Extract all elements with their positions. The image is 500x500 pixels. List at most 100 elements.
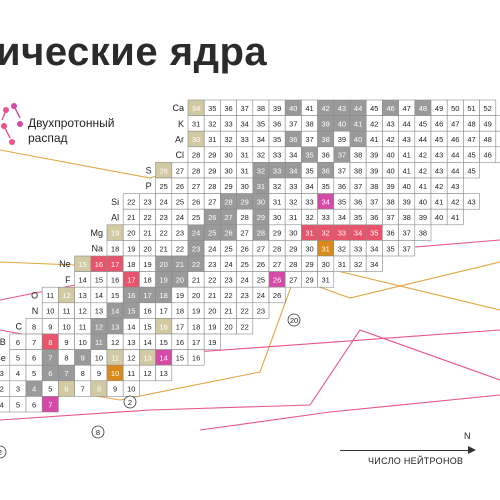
- nuclide-mass: 31: [241, 151, 249, 160]
- nuclide-mass: 15: [79, 260, 87, 269]
- nuclide-mass: 14: [79, 276, 87, 285]
- nuclide-mass: 25: [241, 260, 249, 269]
- nuclide-mass: 25: [208, 229, 216, 238]
- nuclide-mass: 24: [208, 244, 216, 253]
- element-symbol: Ar: [175, 134, 184, 144]
- nuclide-mass: 36: [289, 135, 297, 144]
- nuclide-mass: 15: [127, 307, 135, 316]
- nuclide-mass: 37: [403, 229, 411, 238]
- nuclide-mass: 11: [63, 307, 71, 316]
- decay-line: [199, 394, 500, 431]
- nuclide-cell: [495, 115, 500, 132]
- nuclide-mass: 35: [354, 213, 362, 222]
- nuclide-mass: 33: [224, 120, 232, 129]
- nuclide-mass: 29: [257, 213, 265, 222]
- nuclide-mass: 40: [435, 213, 443, 222]
- nuclide-mass: 25: [176, 198, 184, 207]
- nuclide-mass: 32: [322, 229, 330, 238]
- nuclide-mass: 22: [192, 260, 200, 269]
- nuclide-mass: 12: [111, 338, 119, 347]
- nuclide-mass: 29: [273, 229, 281, 238]
- nuclide-cell: [398, 240, 416, 257]
- nuclide-mass: 48: [419, 104, 427, 113]
- nuclide-mass: 19: [111, 229, 119, 238]
- nuclide-mass: 46: [484, 151, 492, 160]
- nuclide-mass: 26: [273, 291, 281, 300]
- nuclide-mass: 35: [338, 198, 346, 207]
- nuclide-mass: 23: [224, 276, 232, 285]
- element-symbol: Si: [111, 197, 119, 207]
- nuclide-mass: 47: [467, 135, 475, 144]
- nuclide-mass: 31: [192, 120, 200, 129]
- nuclide-mass: 17: [176, 322, 184, 331]
- nuclide-mass: 24: [241, 276, 249, 285]
- nuclide-mass: 41: [403, 151, 411, 160]
- nuclide-mass: 24: [160, 198, 168, 207]
- magic-number-label: 2: [128, 398, 132, 407]
- element-symbol: O: [31, 290, 38, 300]
- nuclide-mass: 42: [370, 120, 378, 129]
- nuclide-mass: 19: [127, 244, 135, 253]
- nuclide-mass: 25: [192, 213, 200, 222]
- nuclide-mass: 42: [322, 104, 330, 113]
- nuclide-mass: 33: [241, 135, 249, 144]
- nuclide-mass: 45: [419, 120, 427, 129]
- nuclide-mass: 32: [354, 260, 362, 269]
- magic-number-circle: [0, 445, 7, 459]
- nuclide-mass: 17: [160, 307, 168, 316]
- nuclide-mass: 21: [208, 291, 216, 300]
- nuclide-mass: 35: [208, 104, 216, 113]
- nuclide-mass: 32: [224, 135, 232, 144]
- nuclide-mass: 30: [305, 244, 313, 253]
- nuclide-mass: 12: [79, 307, 87, 316]
- nuclide-mass: 37: [338, 151, 346, 160]
- element-symbol: B: [0, 337, 6, 347]
- nuclide-mass: 12: [143, 369, 151, 378]
- nuclide-mass: 14: [95, 291, 103, 300]
- nuclide-mass: 41: [419, 182, 427, 191]
- nuclide-mass: 21: [224, 307, 232, 316]
- nuclide-mass: 19: [208, 338, 216, 347]
- nuclide-mass: 24: [224, 260, 232, 269]
- nuclide-mass: 21: [127, 213, 135, 222]
- nuclide-mass: 31: [241, 166, 249, 175]
- nuclide-mass: 23: [160, 213, 168, 222]
- nuclide-mass: 18: [127, 260, 135, 269]
- nuclide-mass: 23: [176, 229, 184, 238]
- nuclide-mass: 34: [370, 260, 378, 269]
- nuclide-mass: 16: [192, 354, 200, 363]
- nuclide-mass: 8: [32, 322, 36, 331]
- nuclide-mass: 10: [95, 354, 103, 363]
- element-symbol: Al: [111, 212, 119, 222]
- element-symbol: F: [65, 275, 71, 285]
- nuclide-cell: [495, 130, 500, 148]
- nuclide-mass: 33: [354, 244, 362, 253]
- nuclide-mass: 31: [208, 135, 216, 144]
- nuclide-mass: 39: [370, 151, 378, 160]
- nuclide-mass: 30: [322, 260, 330, 269]
- nuclide-mass: 43: [451, 182, 459, 191]
- nuclide-mass: 28: [289, 260, 297, 269]
- nuclide-mass: 31: [305, 229, 313, 238]
- nuclide-mass: 41: [354, 120, 362, 129]
- nuclide-cell: [41, 396, 59, 413]
- nuclide-mass: 38: [257, 104, 265, 113]
- nuclide-mass: 33: [273, 151, 281, 160]
- nuclide-mass: 38: [354, 151, 362, 160]
- nuclide-mass: 5: [16, 400, 20, 409]
- nuclide-mass: 29: [289, 244, 297, 253]
- nuclide-mass: 34: [257, 135, 265, 144]
- nuclide-mass: 40: [403, 182, 411, 191]
- nuclide-mass: 17: [192, 338, 200, 347]
- nuclide-mass: 33: [338, 229, 346, 238]
- nuclide-mass: 7: [48, 400, 52, 409]
- nuclide-mass: 44: [403, 120, 411, 129]
- nuclide-mass: 8: [97, 385, 101, 394]
- nuclide-mass: 36: [386, 229, 394, 238]
- nuclide-mass: 32: [208, 120, 216, 129]
- nuclide-mass: 47: [451, 120, 459, 129]
- nuclide-mass: 4: [0, 400, 4, 409]
- nuclide-mass: 9: [48, 322, 52, 331]
- nuclide-mass: 34: [370, 244, 378, 253]
- nuclide-mass: 18: [111, 244, 119, 253]
